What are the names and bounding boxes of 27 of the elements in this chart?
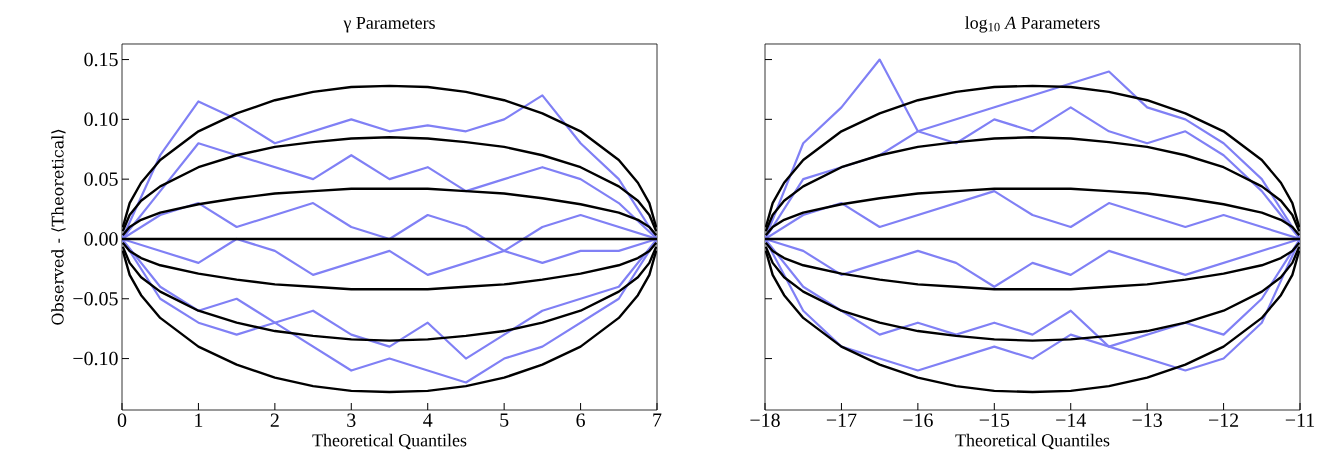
x-tick-label: 0 [117, 413, 127, 427]
chart-title: γ Parameters [343, 16, 435, 33]
x-tick-label: 1 [195, 413, 203, 427]
x-tick-label: −13 [1132, 413, 1162, 427]
x-tick-label: −15 [979, 413, 1010, 427]
y-axis-title: Observed - ⟨Theoretical⟩ [51, 129, 66, 325]
x-tick-label: −12 [1209, 413, 1239, 427]
chart-title: log$_{10}$ A Parameters [965, 16, 1100, 33]
y-tick-label: −0.10 [73, 351, 118, 366]
x-axis-title: Theoretical Quantiles [955, 433, 1110, 450]
x-tick-label: −18 [750, 413, 780, 427]
y-tick-label: −0.05 [73, 292, 118, 306]
x-tick-label: 7 [653, 413, 662, 427]
x-tick-label: −14 [1056, 413, 1086, 427]
x-tick-label: −17 [826, 413, 857, 427]
y-tick-label: 0.10 [84, 112, 118, 127]
x-tick-label: 2 [270, 413, 279, 427]
x-tick-label: 5 [500, 413, 509, 427]
x-tick-label: −16 [903, 413, 933, 427]
x-axis-title: Theoretical Quantiles [312, 433, 467, 450]
x-tick-label: −11 [1285, 413, 1315, 427]
x-tick-label: 3 [347, 413, 356, 427]
y-tick-label: 0.00 [84, 232, 118, 246]
y-tick-label: 0.15 [84, 52, 118, 67]
y-tick-label: 0.05 [84, 172, 118, 186]
x-tick-label: 6 [576, 413, 585, 427]
x-tick-label: 4 [423, 413, 433, 427]
